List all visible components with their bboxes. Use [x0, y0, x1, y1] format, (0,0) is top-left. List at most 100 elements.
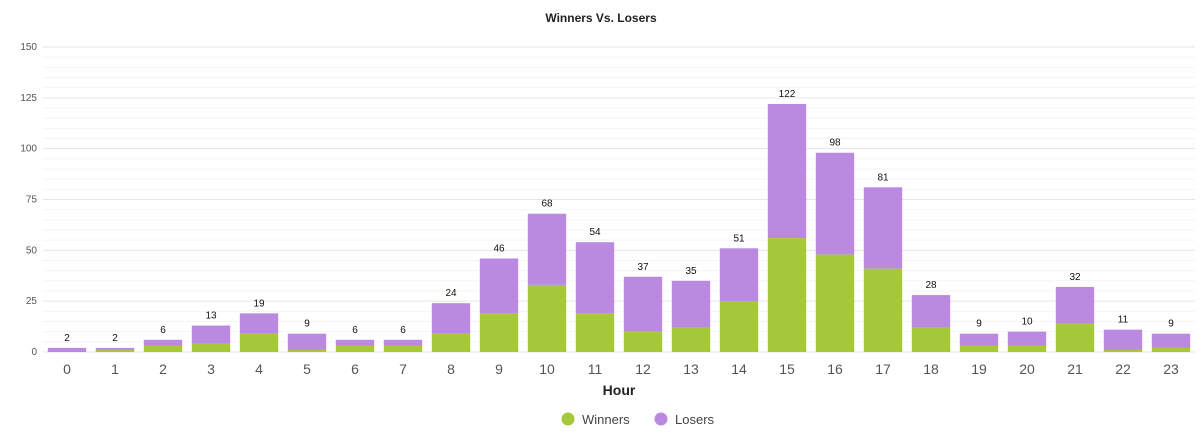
data-label: 81 [877, 172, 889, 183]
bar-winners-22 [1103, 349, 1143, 352]
legend-label: Losers [675, 412, 715, 427]
data-label: 9 [976, 319, 982, 330]
bar-losers-22 [1103, 329, 1143, 350]
x-tick-label: 10 [539, 361, 555, 377]
data-label: 46 [493, 243, 505, 254]
bar-winners-3 [191, 343, 231, 352]
bar-losers-23 [1151, 333, 1191, 348]
bar-losers-2 [143, 339, 183, 346]
x-tick-label: 5 [303, 361, 311, 377]
bar-winners-14 [719, 301, 759, 352]
bar-winners-12 [623, 331, 663, 352]
data-label: 2 [64, 333, 70, 344]
x-tick-label: 19 [971, 361, 987, 377]
legend-marker [561, 412, 575, 426]
bar-losers-20 [1007, 331, 1047, 346]
data-label: 9 [1168, 319, 1174, 330]
data-label: 98 [829, 138, 841, 149]
data-label: 10 [1021, 317, 1033, 328]
bar-winners-8 [431, 333, 471, 352]
x-tick-label: 14 [731, 361, 747, 377]
bar-losers-6 [335, 339, 375, 346]
x-tick-label: 9 [495, 361, 503, 377]
data-label: 32 [1069, 272, 1081, 283]
data-label: 19 [253, 298, 265, 309]
x-tick-label: 0 [63, 361, 71, 377]
bar-winners-18 [911, 327, 951, 352]
y-tick-label: 75 [26, 195, 38, 206]
x-tick-label: 4 [255, 361, 263, 377]
x-axis: 0 1 2 3 4 5 6 7 8 9 10 11 12 13 14 15 16 17 18 19 20 21 22 23 [63, 361, 1179, 377]
bar-losers-8 [431, 303, 471, 334]
data-label: 37 [637, 262, 649, 273]
y-tick-label: 100 [20, 144, 37, 155]
bar-losers-7 [383, 339, 423, 346]
x-tick-label: 21 [1067, 361, 1083, 377]
data-label: 11 [1118, 315, 1129, 326]
bar-losers-5 [287, 333, 327, 350]
bar-losers-18 [911, 295, 951, 328]
data-label: 9 [304, 319, 310, 330]
data-label: 68 [541, 199, 553, 210]
x-axis-label: Hour [603, 382, 636, 398]
data-label: 6 [352, 325, 358, 336]
grid-layer [43, 46, 1195, 353]
chart-title: Winners Vs. Losers [545, 11, 657, 25]
bar-winners-6 [335, 345, 375, 352]
data-label: 35 [685, 266, 697, 277]
bar-winners-5 [287, 349, 327, 352]
bar-winners-7 [383, 345, 423, 352]
bar-winners-17 [863, 268, 903, 352]
data-label: 6 [400, 325, 406, 336]
x-tick-label: 12 [635, 361, 651, 377]
y-tick-label: 50 [26, 245, 38, 256]
bar-winners-9 [479, 313, 519, 352]
x-tick-label: 22 [1115, 361, 1131, 377]
x-tick-label: 15 [779, 361, 795, 377]
bar-winners-1 [95, 349, 135, 352]
bar-losers-4 [239, 313, 279, 334]
bar-losers-0 [47, 347, 87, 352]
data-label: 2 [112, 333, 118, 344]
y-tick-label: 150 [20, 42, 37, 53]
legend-label: Winners [582, 412, 630, 427]
bar-losers-19 [959, 333, 999, 346]
x-tick-label: 13 [683, 361, 699, 377]
legend-item-winners[interactable]: Winners [561, 412, 631, 427]
bar-winners-11 [575, 313, 615, 352]
bar-winners-10 [527, 284, 567, 352]
bar-losers-17 [863, 187, 903, 269]
data-label: 13 [205, 311, 217, 322]
data-label: 24 [445, 288, 457, 299]
x-tick-label: 11 [588, 361, 603, 377]
x-tick-label: 17 [875, 361, 891, 377]
x-tick-label: 3 [207, 361, 215, 377]
x-tick-label: 7 [399, 361, 407, 377]
bar-winners-23 [1151, 347, 1191, 352]
bar-winners-20 [1007, 345, 1047, 352]
bar-losers-13 [671, 280, 711, 328]
bar-winners-19 [959, 345, 999, 352]
bar-winners-15 [767, 238, 807, 352]
x-tick-label: 20 [1019, 361, 1035, 377]
legend[interactable]: Winners Losers [561, 412, 715, 427]
bar-winners-4 [239, 333, 279, 352]
y-axis: 0 25 50 75 100 125 150 [20, 42, 37, 358]
x-tick-label: 23 [1163, 361, 1179, 377]
x-tick-label: 1 [111, 361, 119, 377]
bars [47, 103, 1191, 352]
y-tick-label: 125 [20, 93, 37, 104]
y-tick-label: 25 [26, 296, 38, 307]
x-tick-label: 6 [351, 361, 359, 377]
x-tick-label: 2 [159, 361, 167, 377]
data-label: 122 [779, 89, 796, 100]
bar-losers-1 [95, 347, 135, 350]
x-tick-label: 16 [827, 361, 843, 377]
bar-losers-15 [767, 103, 807, 239]
data-label: 51 [733, 233, 745, 244]
legend-item-losers[interactable]: Losers [654, 412, 715, 427]
bar-losers-14 [719, 248, 759, 302]
bar-winners-13 [671, 327, 711, 352]
